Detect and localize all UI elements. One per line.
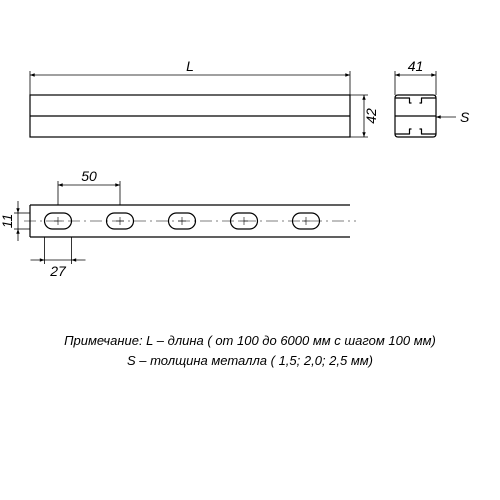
- svg-text:S: S: [460, 109, 470, 125]
- svg-text:L: L: [186, 58, 194, 74]
- svg-text:42: 42: [363, 108, 379, 124]
- svg-text:50: 50: [81, 168, 97, 184]
- technical-drawing: L 42 41 S 50 11 27 Примечание: L – длина ( от 1…: [0, 0, 500, 500]
- note-line-1: Примечание: L – длина ( от 100 до 6000 м…: [64, 333, 436, 348]
- svg-text:11: 11: [0, 214, 15, 229]
- note-line-2: S – толщина металла ( 1,5; 2,0; 2,5 мм): [127, 353, 373, 368]
- svg-text:41: 41: [408, 58, 424, 74]
- svg-text:27: 27: [49, 263, 67, 279]
